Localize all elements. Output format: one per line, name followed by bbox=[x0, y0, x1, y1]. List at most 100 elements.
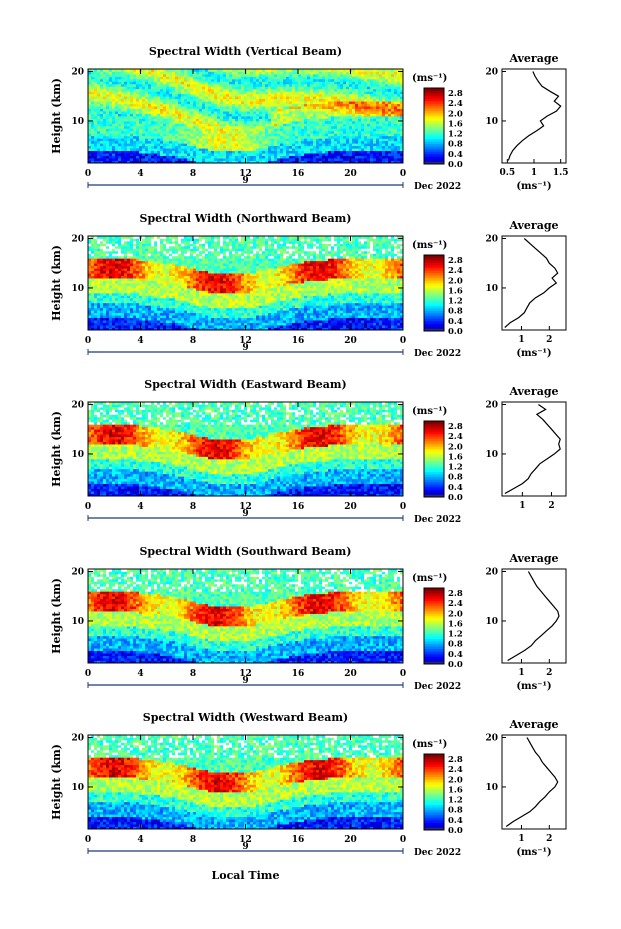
heatmap-cell bbox=[379, 76, 382, 79]
heatmap-cell bbox=[292, 109, 295, 112]
heatmap-cell bbox=[199, 118, 202, 121]
heatmap-cell bbox=[352, 111, 355, 114]
heatmap-cell bbox=[343, 91, 346, 94]
day-label: 9 bbox=[242, 176, 248, 186]
heatmap-cell bbox=[106, 106, 109, 109]
heatmap-cell bbox=[280, 323, 283, 326]
heatmap-cell bbox=[169, 136, 172, 139]
heatmap-cell bbox=[97, 315, 100, 318]
heatmap-cell bbox=[100, 151, 103, 154]
heatmap-cell bbox=[211, 308, 214, 311]
heatmap-cell bbox=[184, 315, 187, 318]
heatmap-cell bbox=[376, 121, 379, 124]
heatmap-cell bbox=[385, 79, 388, 82]
heatmap-cell bbox=[136, 323, 139, 326]
heatmap-cell bbox=[328, 106, 331, 109]
heatmap-cell bbox=[94, 133, 97, 136]
heatmap-cell bbox=[169, 141, 172, 144]
heatmap-cell bbox=[388, 86, 391, 89]
heatmap-cell bbox=[214, 315, 217, 318]
heatmap-cell bbox=[322, 123, 325, 126]
heatmap-cell bbox=[100, 104, 103, 107]
heatmap-cell bbox=[136, 308, 139, 311]
heatmap-cell bbox=[331, 94, 334, 97]
heatmap-cell bbox=[244, 79, 247, 82]
heatmap-cell bbox=[328, 94, 331, 97]
heatmap-cell bbox=[331, 146, 334, 149]
heatmap-cell bbox=[370, 151, 373, 154]
heatmap-cell bbox=[262, 158, 265, 161]
heatmap-cell bbox=[301, 151, 304, 154]
heatmap-cell bbox=[349, 153, 352, 156]
heatmap-cell bbox=[160, 116, 163, 119]
heatmap-cell bbox=[256, 121, 259, 124]
heatmap-cell bbox=[349, 118, 352, 121]
heatmap-cell bbox=[388, 141, 391, 144]
heatmap-cell bbox=[262, 156, 265, 159]
heatmap-cell bbox=[115, 146, 118, 149]
heatmap-cell bbox=[331, 133, 334, 136]
heatmap-cell bbox=[103, 158, 106, 161]
heatmap-cell bbox=[301, 71, 304, 74]
heatmap-cell bbox=[124, 158, 127, 161]
heatmap-cell bbox=[175, 71, 178, 74]
heatmap-cell bbox=[229, 94, 232, 97]
heatmap-cell bbox=[283, 315, 286, 318]
heatmap-cell bbox=[397, 133, 400, 136]
heatmap-cell bbox=[235, 71, 238, 74]
heatmap-cell bbox=[259, 99, 262, 102]
heatmap-cell bbox=[271, 156, 274, 159]
heatmap-cell bbox=[202, 126, 205, 129]
heatmap-cell bbox=[376, 106, 379, 109]
heatmap-cell bbox=[211, 141, 214, 144]
heatmap-cell bbox=[277, 323, 280, 326]
heatmap-cell bbox=[373, 151, 376, 154]
heatmap-cell bbox=[337, 158, 340, 161]
heatmap-cell bbox=[352, 141, 355, 144]
heatmap-cell bbox=[172, 128, 175, 131]
heatmap-cell bbox=[304, 121, 307, 124]
heatmap-cell bbox=[118, 118, 121, 121]
heatmap-cell bbox=[313, 133, 316, 136]
heatmap-cell bbox=[202, 141, 205, 144]
heatmap-cell bbox=[112, 89, 115, 92]
heatmap-cell bbox=[277, 118, 280, 121]
heatmap-cell bbox=[325, 138, 328, 141]
heatmap-cell bbox=[316, 101, 319, 104]
heatmap-cell bbox=[175, 76, 178, 79]
heatmap-cell bbox=[145, 138, 148, 141]
heatmap-cell bbox=[127, 111, 130, 114]
heatmap-cell bbox=[358, 153, 361, 156]
heatmap-cell bbox=[241, 138, 244, 141]
heatmap-cell bbox=[394, 101, 397, 104]
heatmap-cell bbox=[184, 71, 187, 74]
heatmap-cell bbox=[211, 133, 214, 136]
heatmap-cell bbox=[109, 94, 112, 97]
heatmap-cell bbox=[319, 156, 322, 159]
heatmap-cell bbox=[193, 323, 196, 326]
heatmap-cell bbox=[139, 318, 142, 321]
heatmap-cell bbox=[175, 318, 178, 321]
heatmap-cell bbox=[256, 136, 259, 139]
heatmap-cell bbox=[286, 308, 289, 311]
heatmap-cell bbox=[286, 138, 289, 141]
heatmap-cell bbox=[97, 126, 100, 129]
heatmap-cell bbox=[94, 320, 97, 323]
heatmap-cell bbox=[373, 133, 376, 136]
heatmap-cell bbox=[199, 320, 202, 323]
heatmap-cell bbox=[319, 99, 322, 102]
heatmap-cell bbox=[151, 151, 154, 154]
heatmap-cell bbox=[220, 99, 223, 102]
heatmap-cell bbox=[145, 136, 148, 139]
heatmap-cell bbox=[163, 123, 166, 126]
heatmap-cell bbox=[103, 89, 106, 92]
heatmap-cell bbox=[148, 143, 151, 146]
heatmap-cell bbox=[163, 79, 166, 82]
heatmap-cell bbox=[385, 91, 388, 94]
heatmap-cell bbox=[196, 133, 199, 136]
heatmap-cell bbox=[379, 99, 382, 102]
heatmap-cell bbox=[145, 320, 148, 323]
heatmap-cell bbox=[115, 126, 118, 129]
heatmap-cell bbox=[331, 74, 334, 77]
heatmap-cell bbox=[94, 76, 97, 79]
